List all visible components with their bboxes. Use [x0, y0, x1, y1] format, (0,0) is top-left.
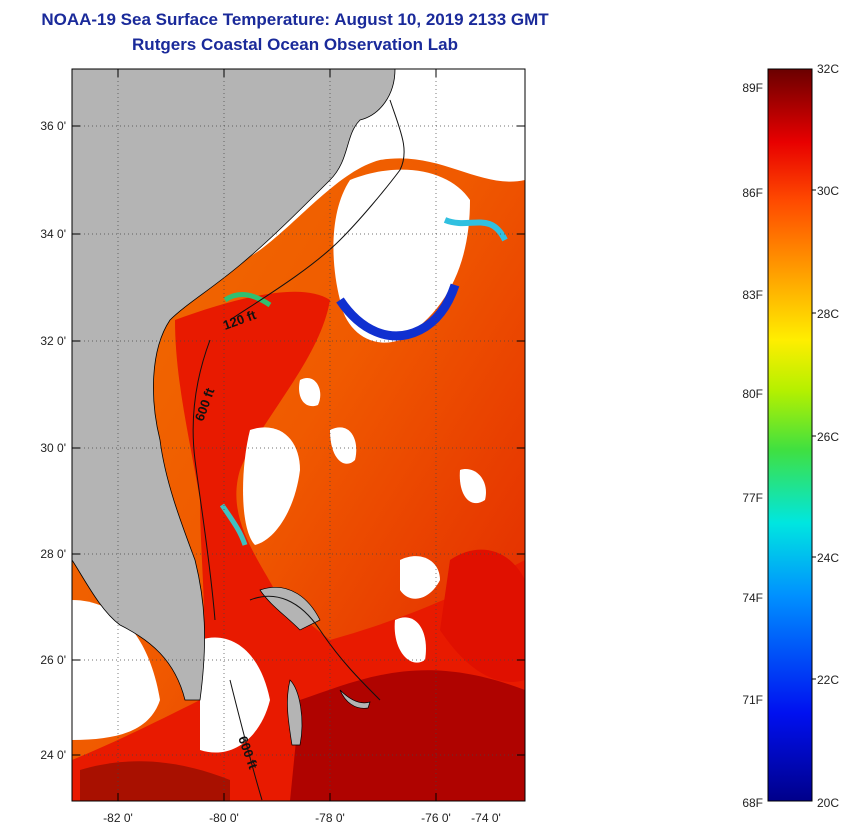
- lon-label: -78 0': [315, 811, 345, 825]
- colorbar-c-label: 28C: [817, 307, 839, 321]
- lat-label: 24 0': [40, 748, 66, 762]
- colorbar-f-label: 86F: [742, 186, 763, 200]
- colorbar-c-label: 32C: [817, 62, 839, 76]
- map-title: NOAA-19 Sea Surface Temperature: August …: [41, 10, 549, 29]
- colorbar-f-label: 74F: [742, 591, 763, 605]
- contour-bahamas-bank: [249, 595, 381, 701]
- cloud-fleck: [299, 378, 321, 407]
- colorbar-c-label: 20C: [817, 796, 839, 810]
- contour-120ft: [229, 99, 405, 321]
- dark-red-southwest: [80, 761, 230, 801]
- bahamas-island: [287, 679, 303, 746]
- colorbar-f-label: 83F: [742, 288, 763, 302]
- lat-label: 34 0': [40, 227, 66, 241]
- lon-label: -80 0': [209, 811, 239, 825]
- colorbar-f-label: 89F: [742, 81, 763, 95]
- lat-label: 28 0': [40, 547, 66, 561]
- lon-label: -76 0': [421, 811, 451, 825]
- colorbar-ticks: [812, 189, 816, 680]
- colorbar: [767, 68, 813, 802]
- colorbar-c-label: 24C: [817, 551, 839, 565]
- colorbar-c-label: 30C: [817, 184, 839, 198]
- cloud-fleck: [400, 556, 440, 599]
- map-frame: [71, 68, 526, 802]
- lon-label: -74 0': [471, 811, 501, 825]
- colorbar-c-label: 26C: [817, 430, 839, 444]
- axis-ticks: [72, 69, 525, 801]
- colorbar-f-label: 68F: [742, 796, 763, 810]
- map-subtitle: Rutgers Coastal Ocean Observation Lab: [132, 35, 458, 54]
- cloud-patch-gulf: [72, 600, 160, 740]
- lat-label: 26 0': [40, 653, 66, 667]
- lon-label: -82 0': [103, 811, 133, 825]
- colorbar-f-label: 71F: [742, 693, 763, 707]
- colorbar-f-label: 77F: [742, 491, 763, 505]
- cloud-fleck: [459, 469, 486, 504]
- bahamas-island: [339, 689, 371, 709]
- us-coastline-land: [72, 69, 396, 701]
- cool-fringe-coast: [223, 292, 272, 308]
- cool-fringe-florida: [219, 503, 248, 546]
- lat-label: 32 0': [40, 334, 66, 348]
- colorbar-c-label: 22C: [817, 673, 839, 687]
- contour-600ft: [192, 339, 216, 621]
- red-patch-east: [440, 549, 525, 682]
- lat-label: 36 0': [40, 119, 66, 133]
- bahamas-island: [259, 587, 321, 631]
- cloud-fleck: [330, 427, 357, 464]
- cool-fringe-north: [336, 283, 460, 341]
- cool-fringe-cyan: [443, 217, 508, 242]
- colorbar-f-label: 80F: [742, 387, 763, 401]
- cloud-fleck: [394, 617, 426, 663]
- lat-label: 30 0': [40, 441, 66, 455]
- cloud-patch-north: [333, 169, 470, 343]
- sst-map: [72, 69, 525, 801]
- cloud-patch-bahamas: [200, 637, 270, 753]
- contour-600ft-south: [229, 679, 263, 801]
- cloud-patch-central: [243, 427, 300, 545]
